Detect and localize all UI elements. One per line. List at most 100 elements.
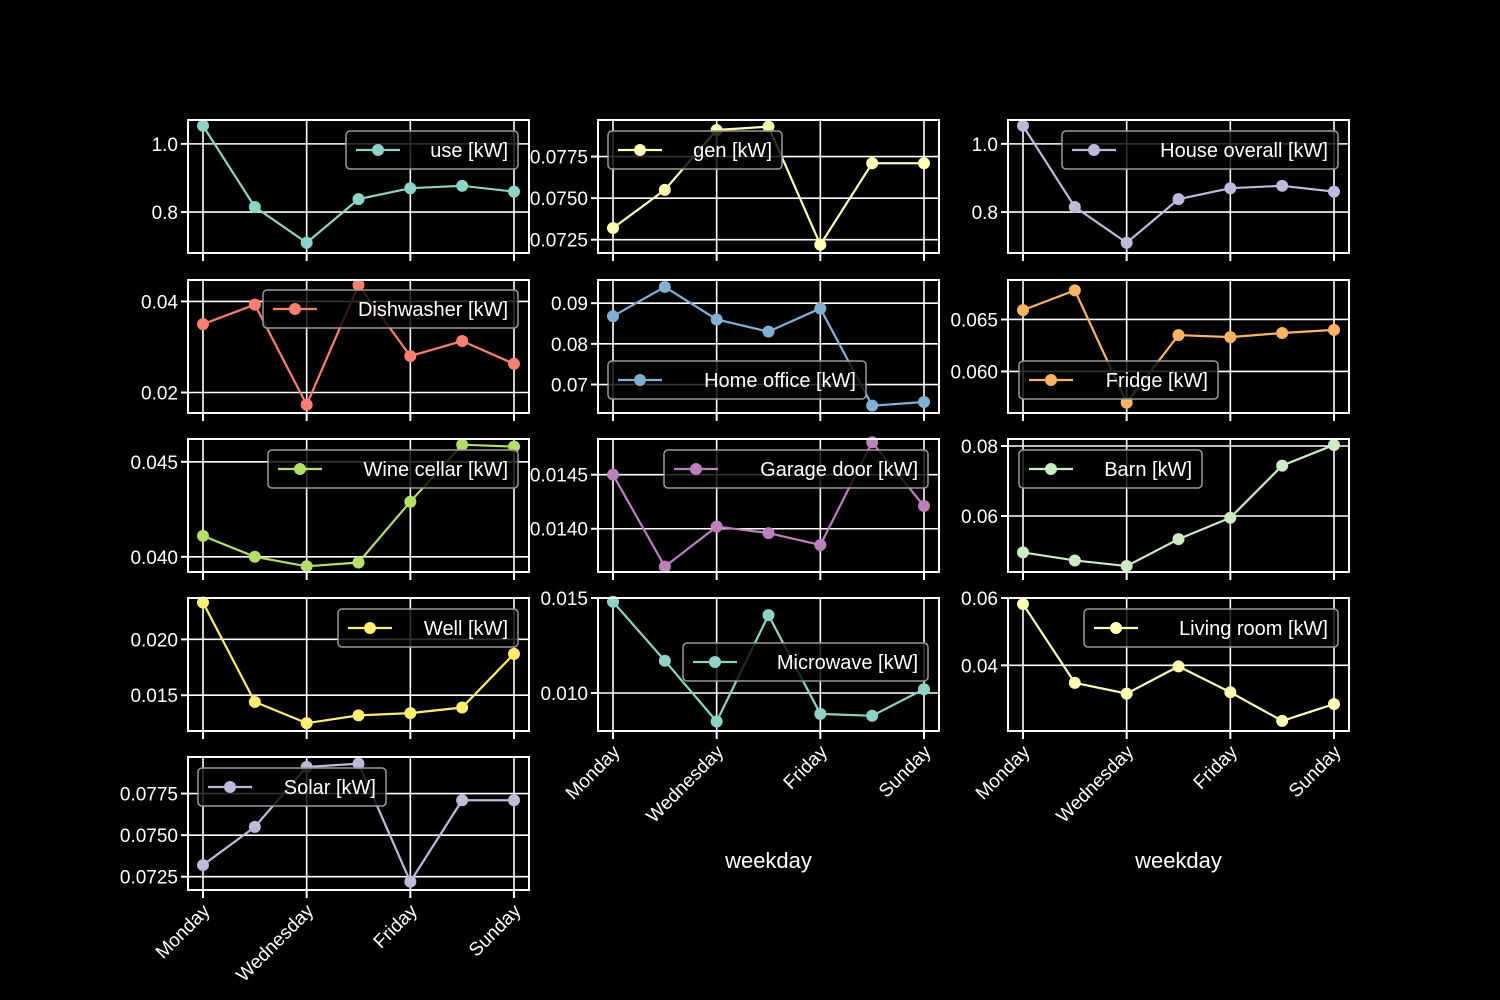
legend-box <box>1018 360 1219 400</box>
data-point <box>404 875 417 888</box>
y-tick-label: 0.015 <box>540 589 588 610</box>
data-point <box>658 654 671 667</box>
legend: Solar [kW] <box>197 767 387 807</box>
data-point <box>762 120 775 133</box>
data-point <box>607 310 619 323</box>
subplot-4: 0.02 0.04 Dishwasher [kW] <box>141 279 530 421</box>
data-point <box>508 357 520 370</box>
data-point <box>762 609 775 622</box>
y-tick-label: 0.060 <box>950 362 998 383</box>
axes-frame <box>187 597 530 732</box>
data-point <box>814 538 827 551</box>
y-tick-label: 0.010 <box>540 684 588 705</box>
data-point <box>1068 284 1081 297</box>
data-point <box>508 794 520 807</box>
data-point <box>1120 236 1133 249</box>
data-point <box>456 794 469 807</box>
legend-label: use [kW] <box>430 140 508 162</box>
y-tick-label: 0.0140 <box>530 520 588 541</box>
legend-marker <box>690 463 702 475</box>
data-point <box>197 859 209 872</box>
legend-label: Microwave [kW] <box>777 652 918 674</box>
data-point <box>607 222 619 235</box>
axes-frame <box>1007 279 1350 414</box>
data-point <box>1224 182 1237 195</box>
y-tick-label: 0.040 <box>130 548 178 569</box>
data-point <box>866 709 879 722</box>
y-tick-label: 0.0775 <box>530 148 588 169</box>
data-point <box>456 335 469 348</box>
data-point <box>1276 326 1289 339</box>
legend-marker <box>364 622 376 634</box>
legend-box <box>345 130 519 170</box>
legend: Living room [kW] <box>1083 608 1339 648</box>
data-point <box>404 350 417 363</box>
legend-box <box>262 289 519 329</box>
legend: Dishwasher [kW] <box>262 289 519 329</box>
legend-marker <box>1088 144 1100 156</box>
data-point <box>404 495 417 508</box>
axes-frame <box>1007 119 1350 254</box>
y-tick-label: 0.04 <box>961 656 998 677</box>
data-point <box>710 520 723 533</box>
axes-frame <box>187 119 530 254</box>
axes-frame <box>187 279 530 414</box>
legend: Well [kW] <box>337 608 519 648</box>
legend-label: Garage door [kW] <box>760 459 918 481</box>
legend-marker <box>372 144 384 156</box>
axes-frame <box>187 438 530 573</box>
legend-label: gen [kW] <box>693 140 772 162</box>
subplot-3: 0.8 1.0 House overall [kW] <box>972 119 1350 261</box>
data-point <box>1172 193 1185 206</box>
axes-frame <box>597 597 940 732</box>
subplot-8: 0.0140 0.0145 Garage door [kW] <box>530 436 940 580</box>
data-point <box>866 399 879 412</box>
legend-box <box>337 608 519 648</box>
subplot-7: 0.040 0.045 Wine cellar [kW] <box>130 438 530 580</box>
legend-label: Home office [kW] <box>704 370 856 392</box>
data-point <box>658 183 671 196</box>
y-tick-label: 0.0725 <box>120 868 178 889</box>
data-point <box>1068 676 1081 689</box>
data-point <box>456 701 469 714</box>
legend-marker <box>1045 463 1057 475</box>
data-point <box>710 313 723 326</box>
subplot-2: 0.0725 0.0750 0.0775 gen [kW] <box>530 119 940 261</box>
axes-frame <box>597 119 940 254</box>
data-point <box>456 438 469 451</box>
data-point <box>762 325 775 338</box>
legend: Microwave [kW] <box>682 642 929 682</box>
data-point <box>300 560 313 573</box>
data-point <box>1120 560 1133 573</box>
data-point <box>197 596 209 609</box>
data-point <box>197 529 209 542</box>
data-point <box>1172 533 1185 546</box>
data-point <box>1276 459 1289 472</box>
legend-label: Barn [kW] <box>1104 459 1192 481</box>
data-point <box>1328 323 1340 336</box>
legend: Fridge [kW] <box>1018 360 1219 400</box>
axes-frame <box>597 279 940 414</box>
legend-box <box>1061 130 1339 170</box>
data-point <box>814 238 827 251</box>
legend-label: Wine cellar [kW] <box>364 459 508 481</box>
legend-box <box>1083 608 1339 648</box>
legend: use [kW] <box>345 130 519 170</box>
legend: House overall [kW] <box>1061 130 1339 170</box>
legend-marker <box>1045 374 1057 386</box>
legend-box <box>267 449 519 489</box>
data-point <box>1328 185 1340 198</box>
data-point <box>607 468 619 481</box>
y-tick-label: 0.045 <box>130 453 178 474</box>
axes-frame <box>597 438 940 573</box>
data-point <box>248 298 261 311</box>
y-tick-label: 0.08 <box>961 437 998 458</box>
data-point <box>658 280 671 293</box>
data-point <box>918 683 930 696</box>
y-tick-label: 0.04 <box>141 292 178 313</box>
data-point <box>197 119 209 132</box>
data-point <box>1017 546 1029 559</box>
legend-label: Fridge [kW] <box>1106 370 1208 392</box>
y-tick-label: 0.0725 <box>530 231 588 252</box>
